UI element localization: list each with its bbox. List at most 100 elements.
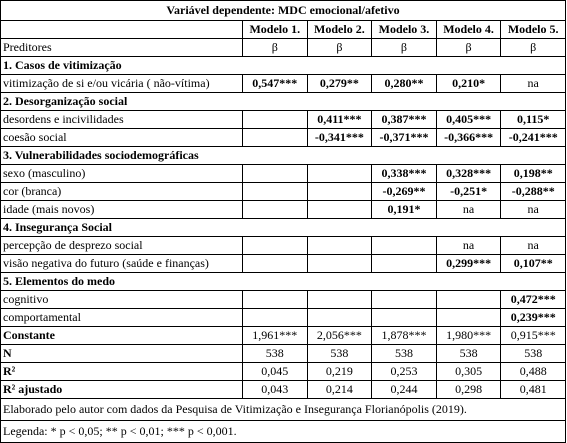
model-header: Modelo 4. (435, 20, 502, 39)
table-row: cor (branca) -0,269** -0,251* -0,288** (0, 182, 567, 201)
section-label: 2. Desorganização social (0, 92, 567, 111)
coefficient-cell: 1,961*** (242, 326, 308, 345)
coefficient-cell (242, 236, 308, 255)
coefficient-cell: 0,338*** (371, 164, 437, 183)
model-header: Modelo 2. (306, 20, 373, 39)
predictor-label: percepção de desprezo social (0, 236, 243, 255)
coefficient-cell: 0,244 (371, 380, 437, 399)
coefficient-cell (242, 164, 308, 183)
coefficient-cell (306, 290, 373, 309)
coefficient-cell (242, 110, 308, 129)
table-row: coesão social -0,341*** -0,371*** -0,366***… (0, 128, 567, 147)
predictors-label: Preditores (0, 38, 243, 57)
coefficient-cell: 0,115* (500, 110, 567, 129)
section-label: 4. Insegurança Social (0, 218, 567, 237)
coefficient-cell (306, 164, 373, 183)
source-note: Elaborado pelo autor com dados da Pesqui… (0, 398, 567, 421)
coefficient-cell: 538 (306, 344, 373, 363)
predictor-label: cognitivo (0, 290, 243, 309)
beta-label: β (435, 38, 502, 57)
coefficient-cell: 538 (242, 344, 308, 363)
predictor-label: comportamental (0, 308, 243, 327)
stat-label: N (0, 344, 243, 363)
coefficient-cell: na (435, 236, 502, 255)
section-header-row: 1. Casos de vitimização (0, 56, 567, 75)
coefficient-cell: 0,210* (435, 74, 502, 93)
beta-label: β (500, 38, 567, 57)
model-header: Modelo 5. (500, 20, 567, 39)
table-footer: Elaborado pelo autor com dados da Pesqui… (0, 398, 567, 443)
coefficient-cell (242, 128, 308, 147)
predictor-label: coesão social (0, 128, 243, 147)
coefficient-cell: -0,288** (500, 182, 567, 201)
coefficient-cell: 0,405*** (435, 110, 502, 129)
coefficient-cell: 1,878*** (371, 326, 437, 345)
stat-row: R² 0,045 0,219 0,253 0,305 0,488 (0, 362, 567, 381)
coefficient-cell: na (500, 200, 567, 219)
stat-label: Constante (0, 326, 243, 345)
coefficient-cell (306, 200, 373, 219)
section-label: 1. Casos de vitimização (0, 56, 567, 75)
table-row: cognitivo 0,472*** (0, 290, 567, 309)
coefficient-cell (306, 308, 373, 327)
beta-label: β (242, 38, 308, 57)
coefficient-cell: 0,299*** (435, 254, 502, 273)
coefficient-cell: 0,298 (435, 380, 502, 399)
coefficient-cell (306, 254, 373, 273)
predictor-label: cor (branca) (0, 182, 243, 201)
coefficient-cell (306, 182, 373, 201)
coefficient-cell: 0,488 (500, 362, 567, 381)
predictor-label: desordens e incivilidades (0, 110, 243, 129)
coefficient-cell: -0,341*** (306, 128, 373, 147)
coefficient-cell (371, 254, 437, 273)
stat-row: Constante 1,961*** 2,056*** 1,878*** 1,980**… (0, 326, 567, 345)
coefficient-cell (242, 182, 308, 201)
table-title: Variável dependente: MDC emocional/afeti… (0, 0, 567, 21)
coefficient-cell (371, 308, 437, 327)
coefficient-cell: -0,269** (371, 182, 437, 201)
coefficient-cell: 538 (371, 344, 437, 363)
stat-row: N 538 538 538 538 538 (0, 344, 567, 363)
coefficient-cell (371, 290, 437, 309)
section-header-row: 4. Insegurança Social (0, 218, 567, 237)
coefficient-cell: 538 (500, 344, 567, 363)
section-header-row: 2. Desorganização social (0, 92, 567, 111)
coefficient-cell (242, 308, 308, 327)
coefficient-cell (242, 290, 308, 309)
coefficient-cell: -0,241*** (500, 128, 567, 147)
coefficient-cell (435, 290, 502, 309)
coefficient-cell: 0,328*** (435, 164, 502, 183)
coefficient-cell: 0,253 (371, 362, 437, 381)
coefficient-cell: 0,279** (306, 74, 373, 93)
section-label: 3. Vulnerabilidades sociodemográficas (0, 146, 567, 165)
coefficient-cell: 538 (435, 344, 502, 363)
coefficient-cell: 0,547*** (242, 74, 308, 93)
coefficient-cell: 0,107** (500, 254, 567, 273)
coefficient-cell: 0,043 (242, 380, 308, 399)
coefficient-cell: -0,251* (435, 182, 502, 201)
predictor-label: sexo (masculino) (0, 164, 243, 183)
predictor-label: visão negativa do futuro (saúde e finanç… (0, 254, 243, 273)
predictors-row: Preditores β β β β β (0, 38, 567, 57)
section-label: 5. Elementos do medo (0, 272, 567, 291)
coefficient-cell: 0,915*** (500, 326, 567, 345)
table-row: comportamental 0,239*** (0, 308, 567, 327)
beta-label: β (371, 38, 437, 57)
coefficient-cell: na (435, 200, 502, 219)
coefficient-cell: 0,411*** (306, 110, 373, 129)
table-title-row: Variável dependente: MDC emocional/afeti… (0, 0, 567, 21)
table-row: percepção de desprezo social na na (0, 236, 567, 255)
table-row: vitimização de si e/ou vicária ( não-vít… (0, 74, 567, 93)
section-header-row: 5. Elementos do medo (0, 272, 567, 291)
coefficient-cell: 0,481 (500, 380, 567, 399)
coefficient-cell: 0,219 (306, 362, 373, 381)
section-header-row: 3. Vulnerabilidades sociodemográficas (0, 146, 567, 165)
coefficient-cell (435, 308, 502, 327)
coefficient-cell: 2,056*** (306, 326, 373, 345)
coefficient-cell: 0,214 (306, 380, 373, 399)
coefficient-cell: na (500, 74, 567, 93)
table-row: visão negativa do futuro (saúde e finanç… (0, 254, 567, 273)
coefficient-cell: 0,305 (435, 362, 502, 381)
